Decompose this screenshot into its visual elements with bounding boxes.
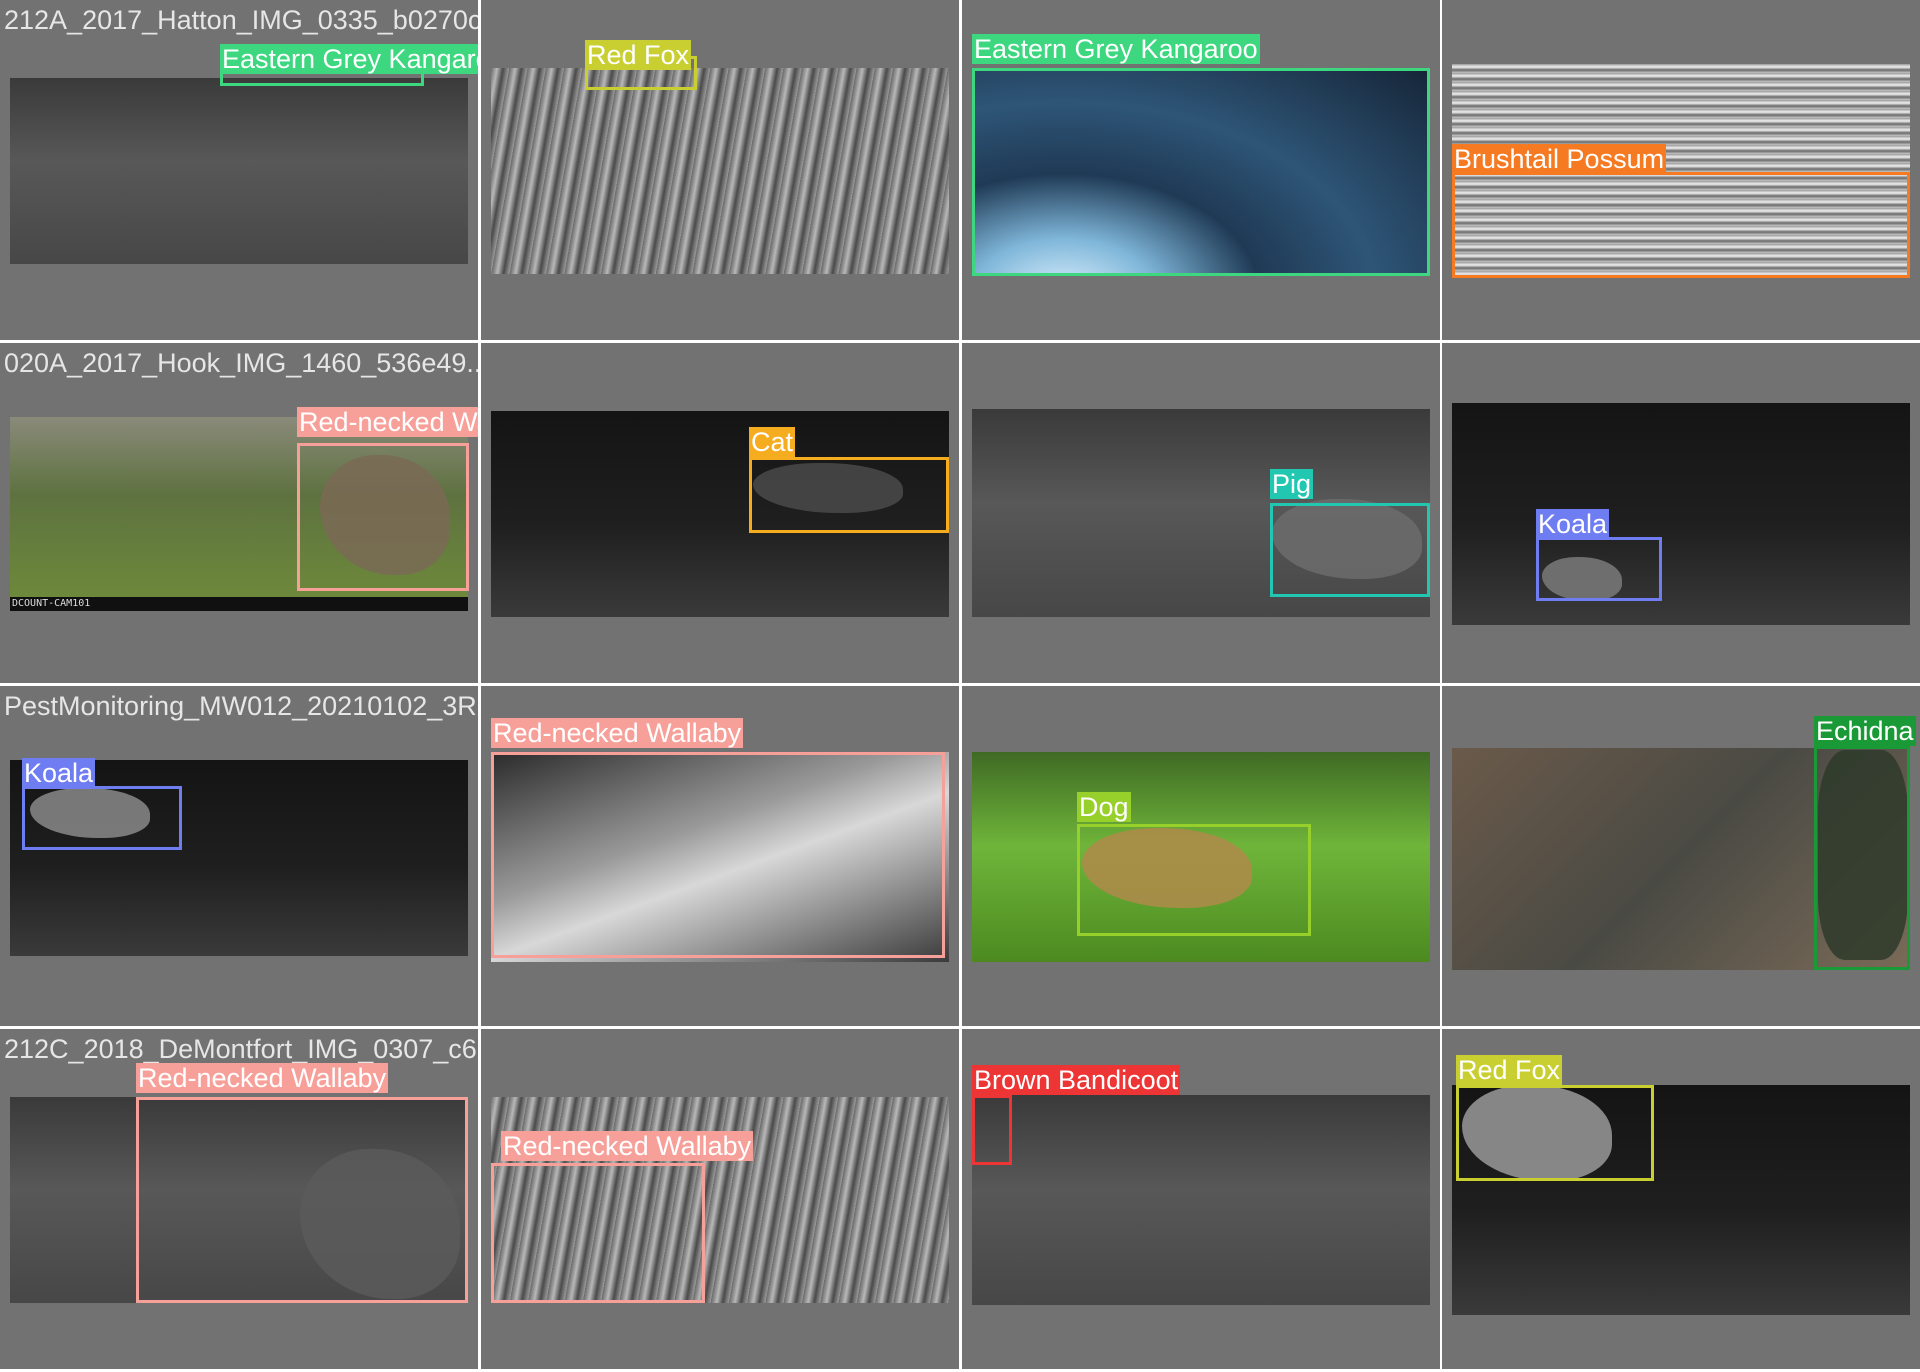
detection-label: Red Fox [585,40,692,70]
tile-2-2: Cat [481,343,959,683]
tile-3-2: Red-necked Wallaby [481,686,959,1026]
tile-4-4: Red Fox [1442,1029,1920,1369]
detection-label: Koala [22,758,96,788]
tile-1-3: Eastern Grey Kangaroo [962,0,1440,340]
detection-label: Red-necked Wallaby [501,1131,754,1161]
tile-filename: 020A_2017_Hook_IMG_1460_536e49...PestMon… [4,348,478,378]
detection-label: Eastern Grey Kangaroo [220,44,478,74]
detection-label: Cat [749,427,796,457]
tile-1-2: Red Fox [481,0,959,340]
tile-4-1: 212C_2018_DeMontfort_IMG_0307_c67260a0_H… [0,1029,478,1369]
detection-label: Dog [1077,792,1131,822]
trap-photo [491,68,949,274]
detection-label: Red-necked Wallaby [136,1063,389,1093]
tile-3-4: Echidna [1442,686,1920,1026]
detection-box [491,752,945,958]
detection-box [1814,746,1910,970]
detection-box [972,68,1430,276]
tile-filename: 212C_2018_DeMontfort_IMG_0307_c67260a0_H… [4,1034,478,1064]
tile-4-3: Brown Bandicoot [962,1029,1440,1369]
detection-box [297,443,469,591]
detection-label: Koala [1536,509,1610,539]
detection-box [1456,1085,1654,1181]
cat-shape [753,463,903,513]
detection-label: Pig [1270,469,1314,499]
wallaby-shape [300,1149,460,1299]
detection-label: Brushtail Possum [1452,144,1667,174]
detection-box [22,786,182,850]
pig-shape [1272,499,1422,579]
tile-filename: 212A_2017_Hatton_IMG_0335_b0270c2017_Hat… [4,5,478,35]
koala-shape [30,788,150,838]
echidna-shape [1818,750,1908,960]
tile-1-1: 212A_2017_Hatton_IMG_0335_b0270c2017_Hat… [0,0,478,340]
trap-photo [491,752,949,962]
trap-photo [491,411,949,617]
detection-box [749,457,949,533]
detection-label: Echidna [1814,716,1916,746]
koala-shape [1542,557,1622,601]
detection-box [1536,537,1662,601]
detection-box [1077,824,1311,936]
dog-shape [1082,828,1252,908]
tile-filename: PestMonitoring_MW012_20210102_3RC2X3572H… [4,691,478,721]
detection-box [136,1097,468,1303]
detection-label: Red Fox [1456,1055,1563,1085]
tile-4-2: Red-necked Wallaby [481,1029,959,1369]
detection-box [972,1095,1012,1165]
fox-shape [1462,1085,1612,1181]
trap-photo [972,1095,1430,1305]
wallaby-shape [320,455,450,575]
tile-3-1: PestMonitoring_MW012_20210102_3RC2X3572H… [0,686,478,1026]
detection-box [1452,172,1910,278]
detection-label: Eastern Grey Kangaroo [972,34,1260,64]
tile-2-4: Koala [1442,343,1920,683]
detection-box [1270,503,1430,597]
detection-box [491,1163,705,1303]
tile-2-1: 020A_2017_Hook_IMG_1460_536e49...PestMon… [0,343,478,683]
tile-3-3: Dog [962,686,1440,1026]
detection-label: Red-necked Wallaby [491,718,744,748]
trap-photo [972,68,1430,276]
detection-label: Red-necked Wallaby [297,407,478,437]
detection-label: Brown Bandicoot [972,1065,1181,1095]
camera-footer: DCOUNT-CAM101 [10,597,468,611]
trap-photo [1452,403,1910,625]
trap-photo [10,78,468,264]
tile-2-3: Pig [962,343,1440,683]
tile-1-4: Brushtail Possum [1442,0,1920,340]
